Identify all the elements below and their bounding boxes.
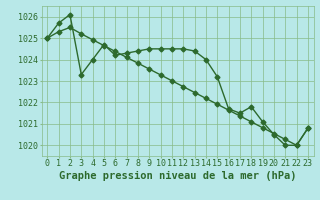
X-axis label: Graphe pression niveau de la mer (hPa): Graphe pression niveau de la mer (hPa) (59, 171, 296, 181)
